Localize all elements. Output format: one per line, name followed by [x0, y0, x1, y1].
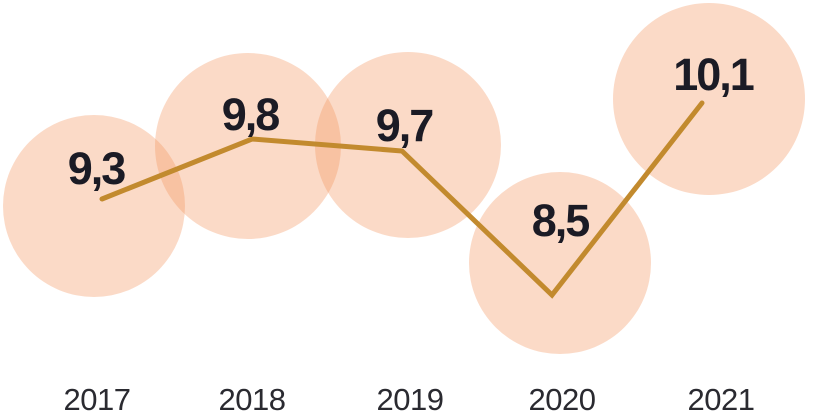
- trend-line: [99, 100, 705, 299]
- x-tick-2018: 2018: [218, 382, 286, 414]
- bubble-2019: [315, 52, 501, 238]
- bubble-2021: [613, 3, 805, 195]
- x-tick-2020: 2020: [528, 382, 596, 414]
- value-label-2021: 10,1: [673, 49, 755, 100]
- bubble-2017: [3, 115, 185, 297]
- bubble-2020: [469, 172, 651, 354]
- x-tick-2019: 2019: [376, 382, 444, 414]
- value-label-2020: 8,5: [531, 195, 591, 246]
- value-label-2019: 9,7: [375, 100, 435, 151]
- bubble-2018: [155, 53, 341, 239]
- value-label-2018: 9,8: [221, 89, 281, 140]
- x-tick-2017: 2017: [63, 382, 131, 414]
- value-label-2017: 9,3: [67, 143, 127, 194]
- x-tick-2021: 2021: [687, 382, 755, 414]
